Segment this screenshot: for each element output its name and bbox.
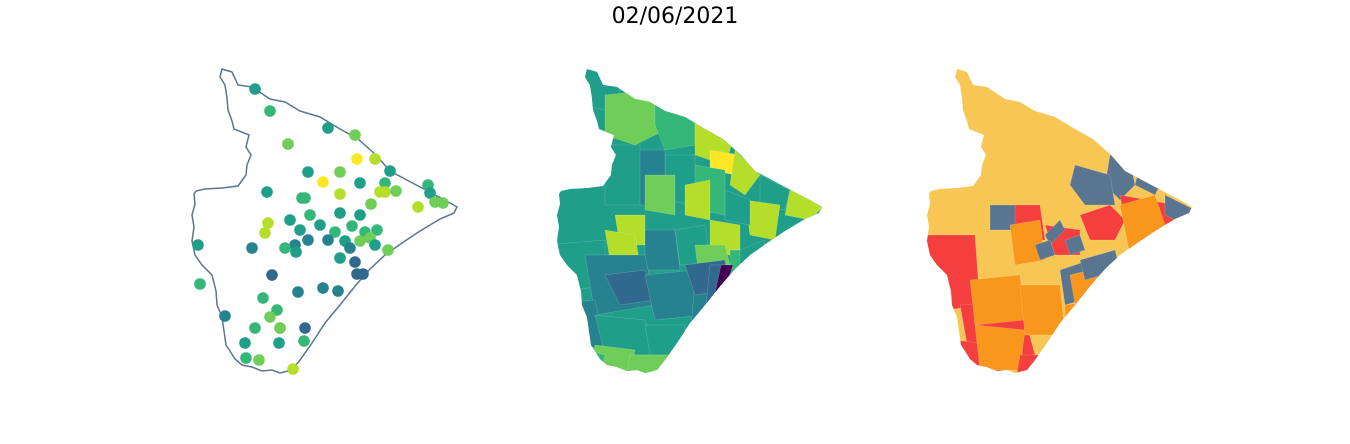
station-point xyxy=(332,285,344,297)
municipality-region xyxy=(1064,299,1101,341)
station-point xyxy=(292,286,304,298)
station-point xyxy=(390,185,402,197)
station-point xyxy=(334,166,346,178)
station-point xyxy=(334,252,346,264)
station-point xyxy=(334,188,346,200)
station-point xyxy=(264,311,276,323)
station-point xyxy=(302,234,314,246)
station-point xyxy=(351,268,363,280)
municipality-region xyxy=(969,274,1026,326)
municipality-region xyxy=(927,234,981,316)
municipality-region xyxy=(1034,239,1056,261)
station-point xyxy=(284,214,296,226)
station-point xyxy=(249,83,261,95)
point-map-panel xyxy=(191,68,458,375)
municipality-region xyxy=(644,324,686,356)
station-point xyxy=(344,242,356,254)
station-point xyxy=(329,226,341,238)
station-point xyxy=(294,224,306,236)
station-point xyxy=(354,209,366,221)
station-point xyxy=(354,177,366,189)
municipality-region xyxy=(784,189,822,221)
station-point xyxy=(194,278,206,290)
municipality-region xyxy=(644,229,681,271)
station-point xyxy=(264,105,276,117)
map-title: 02/06/2021 xyxy=(611,4,739,29)
station-point xyxy=(290,246,302,258)
municipality-region xyxy=(974,324,1026,371)
station-point xyxy=(249,322,261,334)
station-point xyxy=(287,363,299,375)
station-point xyxy=(302,166,314,178)
choropleth-map-panel xyxy=(557,69,822,373)
station-point xyxy=(262,217,274,229)
station-point xyxy=(296,192,308,204)
station-point xyxy=(334,207,346,219)
station-point xyxy=(369,153,381,165)
municipality-region xyxy=(1009,219,1046,266)
station-point xyxy=(240,352,252,364)
station-point xyxy=(261,186,273,198)
station-point xyxy=(279,242,291,254)
station-point xyxy=(192,239,204,251)
station-point xyxy=(354,235,366,247)
state-outline xyxy=(191,68,458,374)
municipality-region xyxy=(744,199,781,241)
municipality-region xyxy=(604,144,641,206)
station-point xyxy=(424,187,436,199)
station-point xyxy=(239,337,251,349)
station-point xyxy=(437,197,449,209)
station-point xyxy=(412,201,424,213)
municipality-region xyxy=(644,174,676,216)
station-point xyxy=(384,165,396,177)
station-point xyxy=(257,292,269,304)
station-point xyxy=(274,322,286,334)
station-point xyxy=(266,269,278,281)
station-point xyxy=(382,244,394,256)
municipality-region xyxy=(1014,354,1066,373)
classification-map-panel xyxy=(927,69,1192,373)
municipality-region xyxy=(759,174,791,211)
municipality-region xyxy=(589,344,636,373)
station-point xyxy=(379,186,391,198)
station-point xyxy=(304,209,316,221)
station-point xyxy=(346,220,358,232)
municipality-region xyxy=(1119,194,1166,256)
municipality-region xyxy=(1064,234,1086,256)
station-point xyxy=(219,310,231,322)
municipality-region xyxy=(1069,164,1116,206)
station-point xyxy=(322,122,334,134)
municipality-region xyxy=(1079,204,1126,241)
station-point xyxy=(314,219,326,231)
station-point xyxy=(371,224,383,236)
municipality-region xyxy=(684,179,711,221)
station-point xyxy=(379,177,391,189)
station-point xyxy=(349,129,361,141)
station-point xyxy=(317,282,329,294)
station-point xyxy=(273,337,285,349)
station-point xyxy=(365,198,377,210)
station-point xyxy=(299,322,311,334)
station-point xyxy=(349,256,361,268)
station-point xyxy=(351,153,363,165)
station-point xyxy=(282,138,294,150)
station-point xyxy=(246,242,258,254)
municipality-region xyxy=(669,339,706,373)
station-point xyxy=(253,354,265,366)
station-point xyxy=(322,234,334,246)
municipality-region xyxy=(1019,284,1066,336)
station-point xyxy=(259,227,271,239)
station-point xyxy=(298,335,310,347)
station-point xyxy=(369,239,381,251)
station-point xyxy=(317,176,329,188)
municipality-region xyxy=(624,354,676,373)
